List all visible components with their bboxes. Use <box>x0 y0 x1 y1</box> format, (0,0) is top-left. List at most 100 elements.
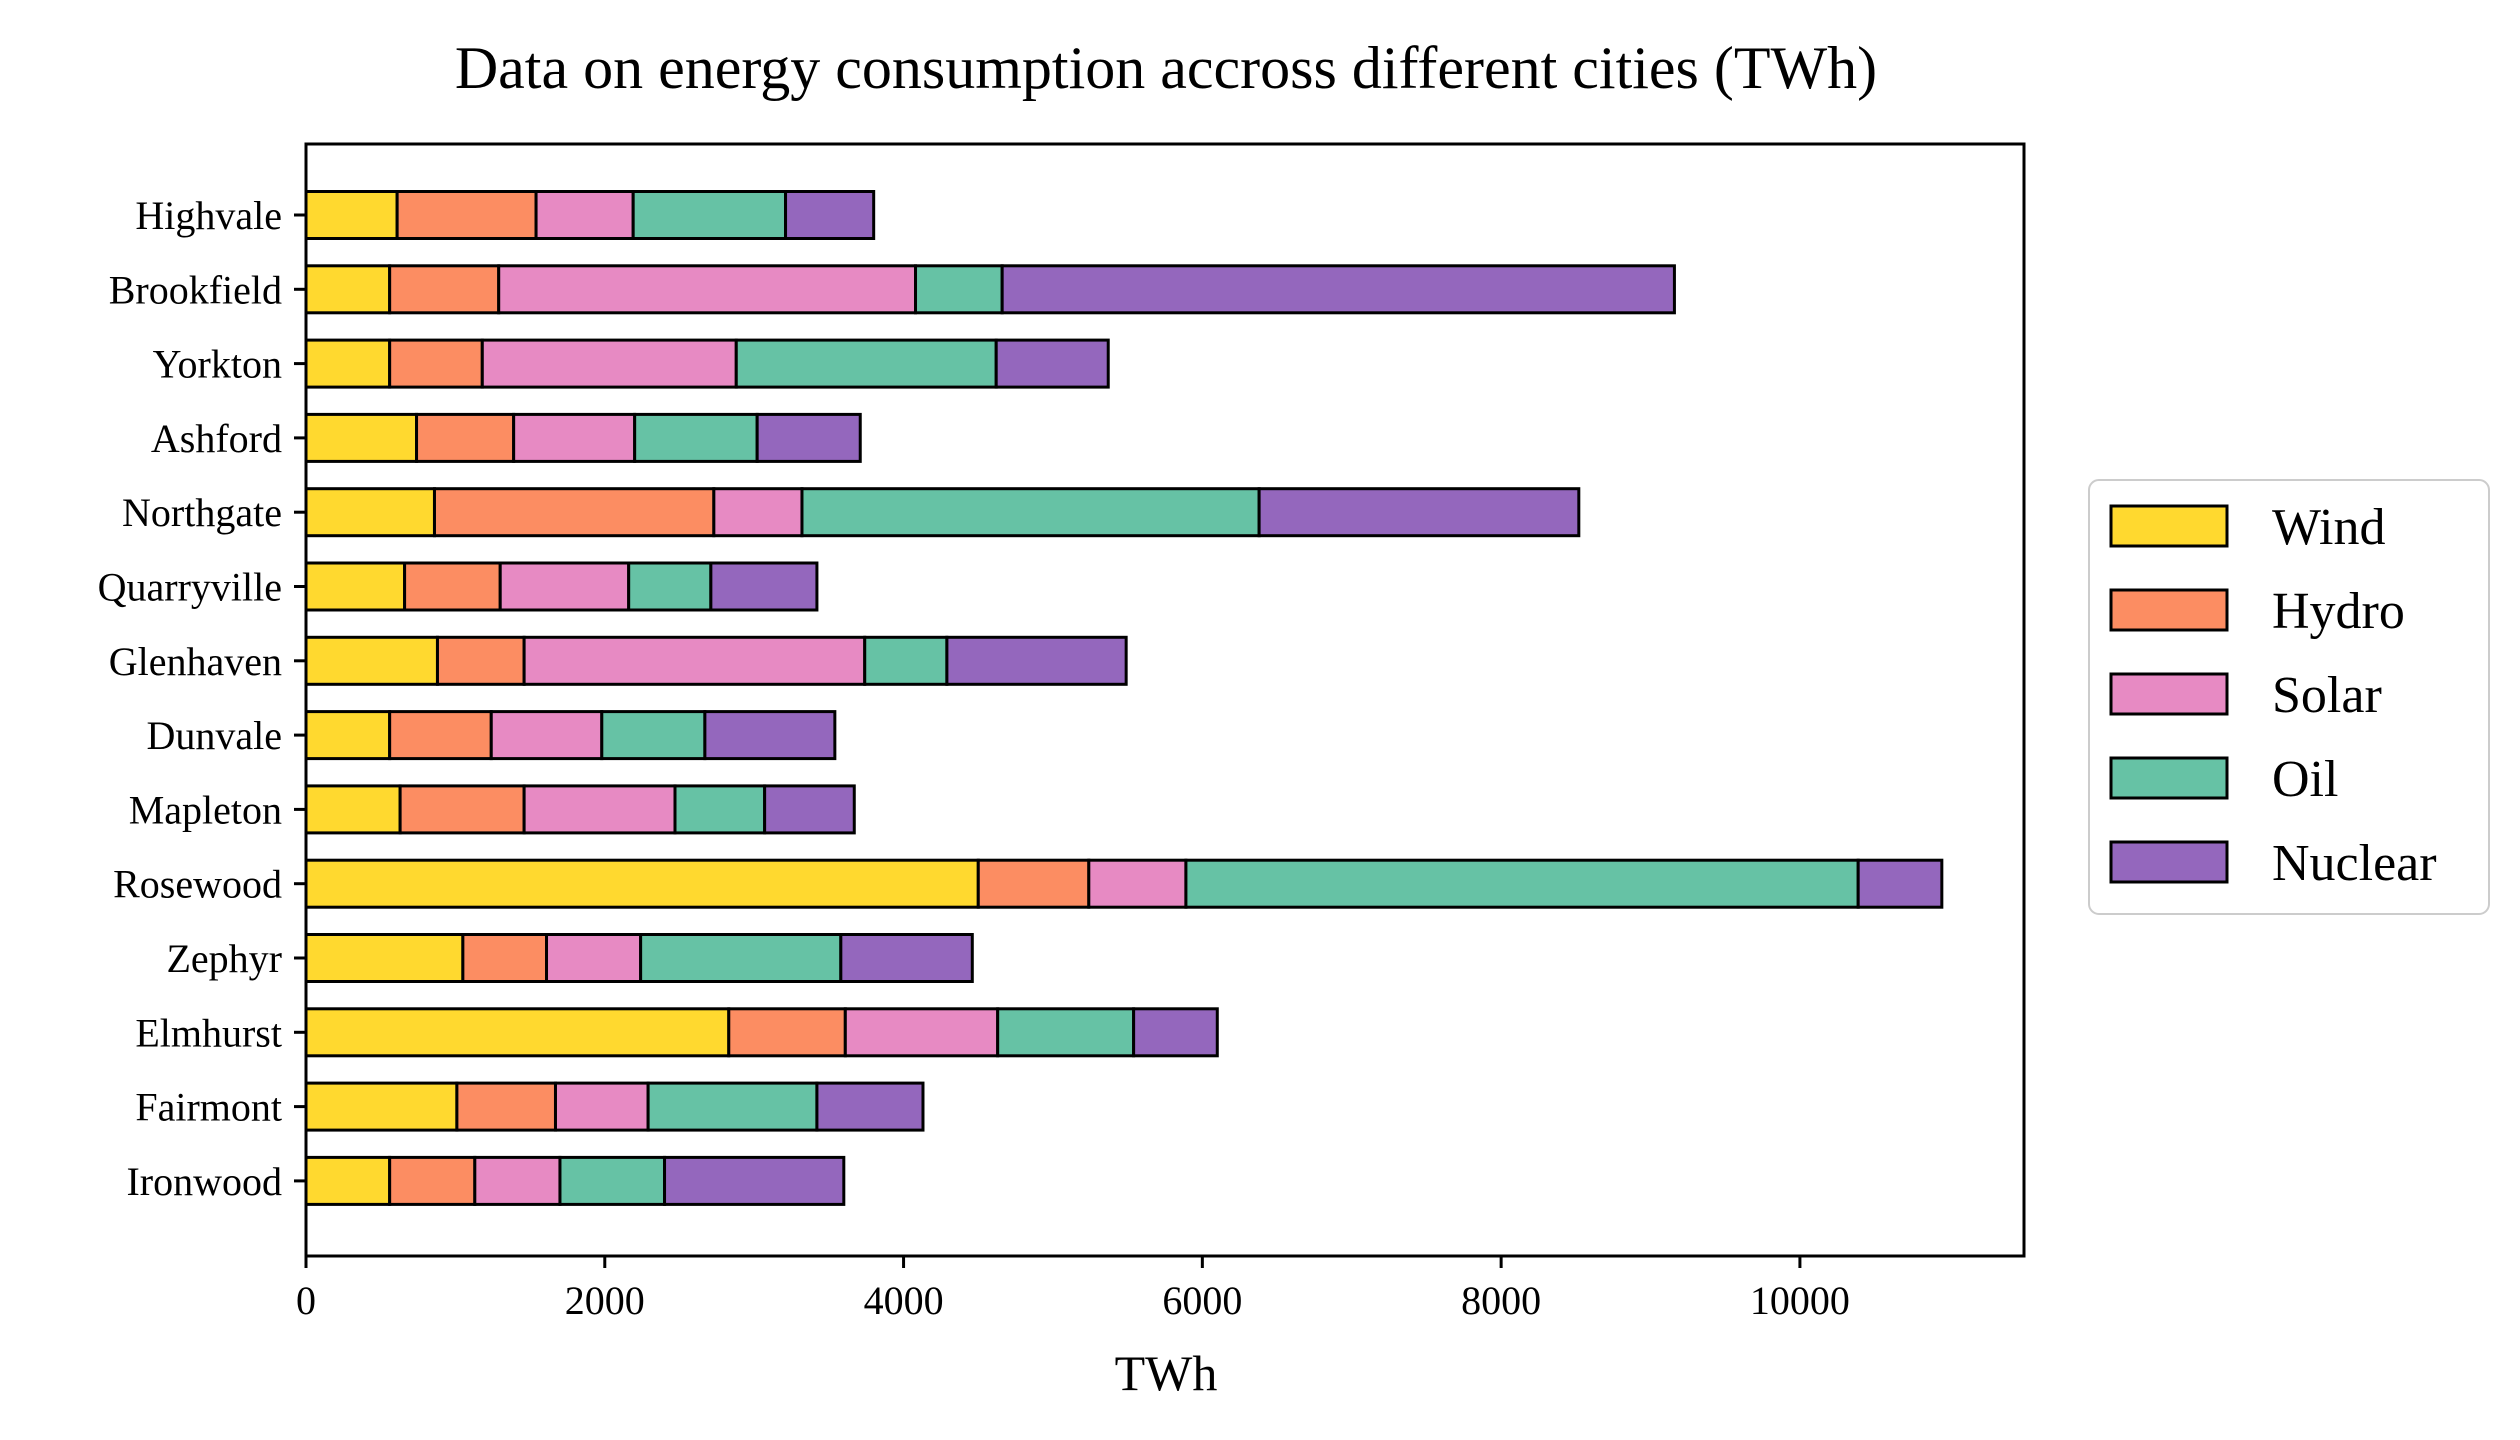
y-tick-label: Rosewood <box>113 862 282 907</box>
bar-zephyr-hydro <box>461 933 549 983</box>
y-tick-label: Dunvale <box>146 713 282 758</box>
legend-swatch-solar <box>2109 672 2229 716</box>
legend-swatch-wind <box>2109 504 2229 548</box>
bar-elmhurst-oil <box>996 1007 1136 1058</box>
bar-highvale-hydro <box>395 190 538 240</box>
bar-dunvale-nuclear <box>703 710 837 761</box>
bar-highvale-wind <box>304 190 399 240</box>
bar-mapleton-oil <box>673 784 767 835</box>
bar-mapleton-solar <box>522 784 677 835</box>
legend: Wind Hydro Solar Oil Nuclear <box>2088 479 2490 915</box>
x-tick-label: 0 <box>296 1278 316 1323</box>
bar-northgate-wind <box>304 487 436 538</box>
bar-fairmont-nuclear <box>815 1081 925 1132</box>
legend-label-wind: Wind <box>2272 499 2385 556</box>
bar-zephyr-nuclear <box>839 933 974 983</box>
y-tick-label: Ashford <box>151 416 282 461</box>
bar-brookfield-solar <box>497 264 918 315</box>
x-axis-label: TWh <box>1115 1345 1218 1401</box>
x-tick-label: 6000 <box>1162 1278 1242 1323</box>
x-tick-label: 4000 <box>864 1278 944 1323</box>
bar-ashford-nuclear <box>755 412 862 463</box>
bar-mapleton-hydro <box>398 784 526 835</box>
y-axis-ticks: Highvale Brookfield Yorkton Ashford Northgat… <box>98 193 306 1204</box>
bar-elmhurst-solar <box>843 1007 1000 1058</box>
bar-yorkton-hydro <box>388 338 484 389</box>
y-tick-label: Mapleton <box>129 787 282 832</box>
legend-swatch-oil <box>2109 756 2229 800</box>
legend-label-solar: Solar <box>2272 667 2382 724</box>
bar-ironwood-wind <box>304 1155 392 1206</box>
bar-northgate-nuclear <box>1257 487 1581 538</box>
bar-rosewood-solar <box>1087 858 1188 909</box>
bar-zephyr-solar <box>545 933 643 983</box>
bar-brookfield-oil <box>914 264 1004 315</box>
y-tick-label: Ironwood <box>126 1159 282 1204</box>
bar-highvale-nuclear <box>784 190 876 240</box>
bar-glenhaven-solar <box>522 635 867 686</box>
y-tick-label: Highvale <box>135 193 282 238</box>
bar-quarryville-wind <box>304 561 407 612</box>
bar-yorkton-oil <box>734 338 998 389</box>
y-tick-label: Fairmont <box>135 1085 282 1130</box>
bar-fairmont-solar <box>553 1081 650 1132</box>
legend-label-hydro: Hydro <box>2272 583 2405 640</box>
bar-brookfield-hydro <box>388 264 501 315</box>
bar-mapleton-wind <box>304 784 402 835</box>
bar-glenhaven-wind <box>304 635 439 686</box>
bar-elmhurst-wind <box>304 1007 731 1058</box>
bar-fairmont-hydro <box>455 1081 557 1132</box>
bar-northgate-oil <box>800 487 1261 538</box>
bar-glenhaven-nuclear <box>945 635 1128 686</box>
bar-dunvale-wind <box>304 710 392 761</box>
bar-ironwood-solar <box>473 1155 562 1206</box>
bar-quarryville-solar <box>498 561 631 612</box>
x-axis-ticks: 0 2000 4000 6000 8000 10000 <box>296 1256 1850 1323</box>
bar-ashford-oil <box>633 412 759 463</box>
y-tick-label: Yorkton <box>153 342 282 387</box>
bar-ashford-solar <box>512 412 637 463</box>
bar-zephyr-oil <box>639 933 843 983</box>
x-tick-label: 10000 <box>1750 1278 1850 1323</box>
bar-rosewood-wind <box>304 858 980 909</box>
bar-elmhurst-hydro <box>727 1007 847 1058</box>
bar-quarryville-oil <box>627 561 713 612</box>
plot-frame <box>304 142 2026 1258</box>
bar-fairmont-oil <box>646 1081 819 1132</box>
bar-yorkton-solar <box>480 338 738 389</box>
bar-dunvale-solar <box>489 710 604 761</box>
bar-yorkton-wind <box>304 338 392 389</box>
y-tick-label: Brookfield <box>109 267 282 312</box>
bar-rosewood-hydro <box>976 858 1091 909</box>
bar-glenhaven-oil <box>863 635 949 686</box>
bar-glenhaven-hydro <box>435 635 526 686</box>
legend-swatch-hydro <box>2109 588 2229 632</box>
y-tick-label: Glenhaven <box>109 639 282 684</box>
y-tick-label: Quarryville <box>98 565 282 610</box>
bar-brookfield-nuclear <box>1000 264 1676 315</box>
y-tick-label: Elmhurst <box>135 1010 282 1055</box>
bar-yorkton-nuclear <box>994 338 1110 389</box>
bar-highvale-oil <box>631 190 788 240</box>
bar-dunvale-oil <box>600 710 707 761</box>
legend-label-nuclear: Nuclear <box>2272 835 2437 892</box>
bars-group <box>304 190 1944 1206</box>
bar-fairmont-wind <box>304 1081 459 1132</box>
chart-title: Data on energy consumption accross diffe… <box>455 35 1877 101</box>
bar-northgate-solar <box>712 487 804 538</box>
bar-highvale-solar <box>534 190 635 240</box>
bar-rosewood-nuclear <box>1856 858 1944 909</box>
bar-quarryville-nuclear <box>709 561 819 612</box>
bar-ironwood-hydro <box>388 1155 477 1206</box>
bar-ashford-wind <box>304 412 419 463</box>
bar-brookfield-wind <box>304 264 392 315</box>
bar-ashford-hydro <box>415 412 516 463</box>
y-tick-label: Northgate <box>122 490 282 535</box>
x-tick-label: 2000 <box>565 1278 645 1323</box>
bar-northgate-hydro <box>432 487 716 538</box>
bar-quarryville-hydro <box>403 561 502 612</box>
bar-ironwood-nuclear <box>663 1155 846 1206</box>
bar-mapleton-nuclear <box>763 784 856 835</box>
legend-swatch-nuclear <box>2109 840 2229 884</box>
